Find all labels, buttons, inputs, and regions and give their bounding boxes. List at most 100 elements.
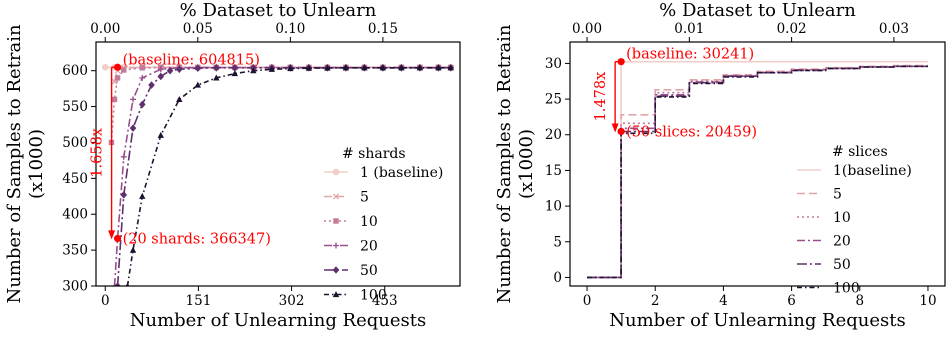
y-axis-title: Number of Samples to Retrain <box>4 24 25 303</box>
data-point-marker <box>148 81 155 89</box>
y-tick-label: 30 <box>545 56 562 72</box>
x-axis-title: Number of Unlearning Requests <box>130 310 427 331</box>
y-tick-label: 15 <box>545 163 562 179</box>
legend-marker <box>333 218 339 224</box>
y-tick-label: 20 <box>545 127 562 143</box>
x-tick-label: 8 <box>855 293 864 309</box>
top-x-axis-title: % Dataset to Unlearn <box>659 0 856 21</box>
data-point-marker <box>130 96 137 103</box>
legend-marker <box>332 193 340 200</box>
plot-frame <box>95 41 461 287</box>
data-point-marker <box>111 283 118 286</box>
y-tick-label: 5 <box>553 234 562 250</box>
legend-label: 10 <box>833 210 851 226</box>
data-point-marker <box>101 63 109 71</box>
data-point-marker <box>157 66 164 73</box>
data-point-marker <box>287 65 294 72</box>
y-tick-label: 600 <box>62 63 88 79</box>
target-point <box>617 127 625 136</box>
data-point-marker <box>139 65 145 71</box>
data-point-marker <box>194 64 202 72</box>
x-tick-label: 302 <box>279 293 305 309</box>
ratio-arrow-head <box>108 230 116 240</box>
data-point-marker <box>121 67 127 73</box>
data-point-marker <box>342 64 350 71</box>
legend-label: 20 <box>833 234 851 250</box>
y-axis-title-units: (x1000) <box>26 129 47 199</box>
x-tick-label: 151 <box>186 293 212 309</box>
data-point-marker <box>114 75 121 81</box>
legend-marker <box>333 242 339 249</box>
data-point-marker <box>120 153 127 160</box>
top-x-tick-label: 0.10 <box>275 21 305 37</box>
legend-marker <box>332 291 340 298</box>
legend-label: 100 <box>360 288 387 304</box>
top-x-tick-label: 0.00 <box>90 21 120 37</box>
data-point-marker <box>305 64 313 71</box>
data-point-marker <box>379 64 387 71</box>
data-point-marker <box>398 64 405 71</box>
x-tick-label: 0 <box>101 293 110 309</box>
y-tick-label: 10 <box>545 199 562 215</box>
legend: # slices 1(baseline) 5 10 20 50 100 <box>797 144 912 297</box>
data-point-marker <box>175 65 183 74</box>
legend-label: 1(baseline) <box>833 163 912 179</box>
top-x-tick-label: 0.02 <box>777 21 807 37</box>
plot-frame <box>569 41 946 287</box>
series-line-20 <box>113 66 451 286</box>
baseline-annotation: (baseline: 604815) <box>123 52 260 68</box>
legend-label: 5 <box>833 187 842 203</box>
data-point-marker <box>176 96 183 103</box>
data-point-marker <box>111 96 118 103</box>
series-group <box>101 63 455 286</box>
x-tick-label: 6 <box>787 293 796 309</box>
legend-label: 5 <box>360 190 369 206</box>
legend-label: 20 <box>360 239 378 255</box>
legend-label: 50 <box>360 263 378 279</box>
data-point-marker <box>213 64 220 72</box>
data-point-marker <box>231 64 239 72</box>
top-x-tick-label: 0.15 <box>368 21 398 37</box>
data-point-marker <box>250 67 257 74</box>
legend-label: 50 <box>833 257 851 273</box>
y-tick-label: 25 <box>545 92 562 108</box>
legend-marker <box>332 168 340 176</box>
ratio-annotation: 1.478x <box>593 72 609 122</box>
target-annotation: (20 shards: 366347) <box>123 231 271 247</box>
y-tick-label: 450 <box>62 171 88 187</box>
series-line-100 <box>126 67 451 286</box>
x-axis-title: Number of Unlearning Requests <box>609 310 906 331</box>
target-point <box>113 234 122 243</box>
data-point-marker <box>114 282 121 286</box>
y-axis-title-units: (x1000) <box>516 129 537 199</box>
data-point-marker <box>361 64 368 71</box>
top-x-tick-label: 0.01 <box>674 21 704 37</box>
top-x-axis-title: % Dataset to Unlearn <box>180 0 377 21</box>
data-point-marker <box>194 81 201 88</box>
baseline-annotation: (baseline: 30241) <box>626 47 754 63</box>
legend-label: 100 <box>833 281 860 297</box>
x-tick-label: 2 <box>651 293 660 309</box>
data-point-marker <box>447 64 454 71</box>
top-x-tick-label: 0.05 <box>183 21 213 37</box>
data-point-marker <box>324 64 331 71</box>
data-point-marker <box>157 72 165 81</box>
data-point-marker <box>138 100 146 109</box>
top-x-tick-label: 0.00 <box>572 21 602 37</box>
y-axis-title: Number of Samples to Retrain <box>494 24 515 303</box>
x-tick-label: 4 <box>719 293 728 309</box>
series-line-100 <box>587 65 928 279</box>
x-tick-label: 10 <box>919 293 936 309</box>
data-point-marker <box>139 192 146 199</box>
legend: # shards 1 (baseline) 5 10 20 50 100 <box>324 146 443 304</box>
y-tick-label: 550 <box>62 99 88 115</box>
legend-label: 1 (baseline) <box>360 165 443 181</box>
x-tick-label: 0 <box>583 293 592 309</box>
target-annotation: (50 slices: 20459) <box>626 124 757 140</box>
y-tick-label: 350 <box>62 243 88 259</box>
data-point-marker <box>416 64 424 71</box>
data-point-marker <box>213 74 220 81</box>
